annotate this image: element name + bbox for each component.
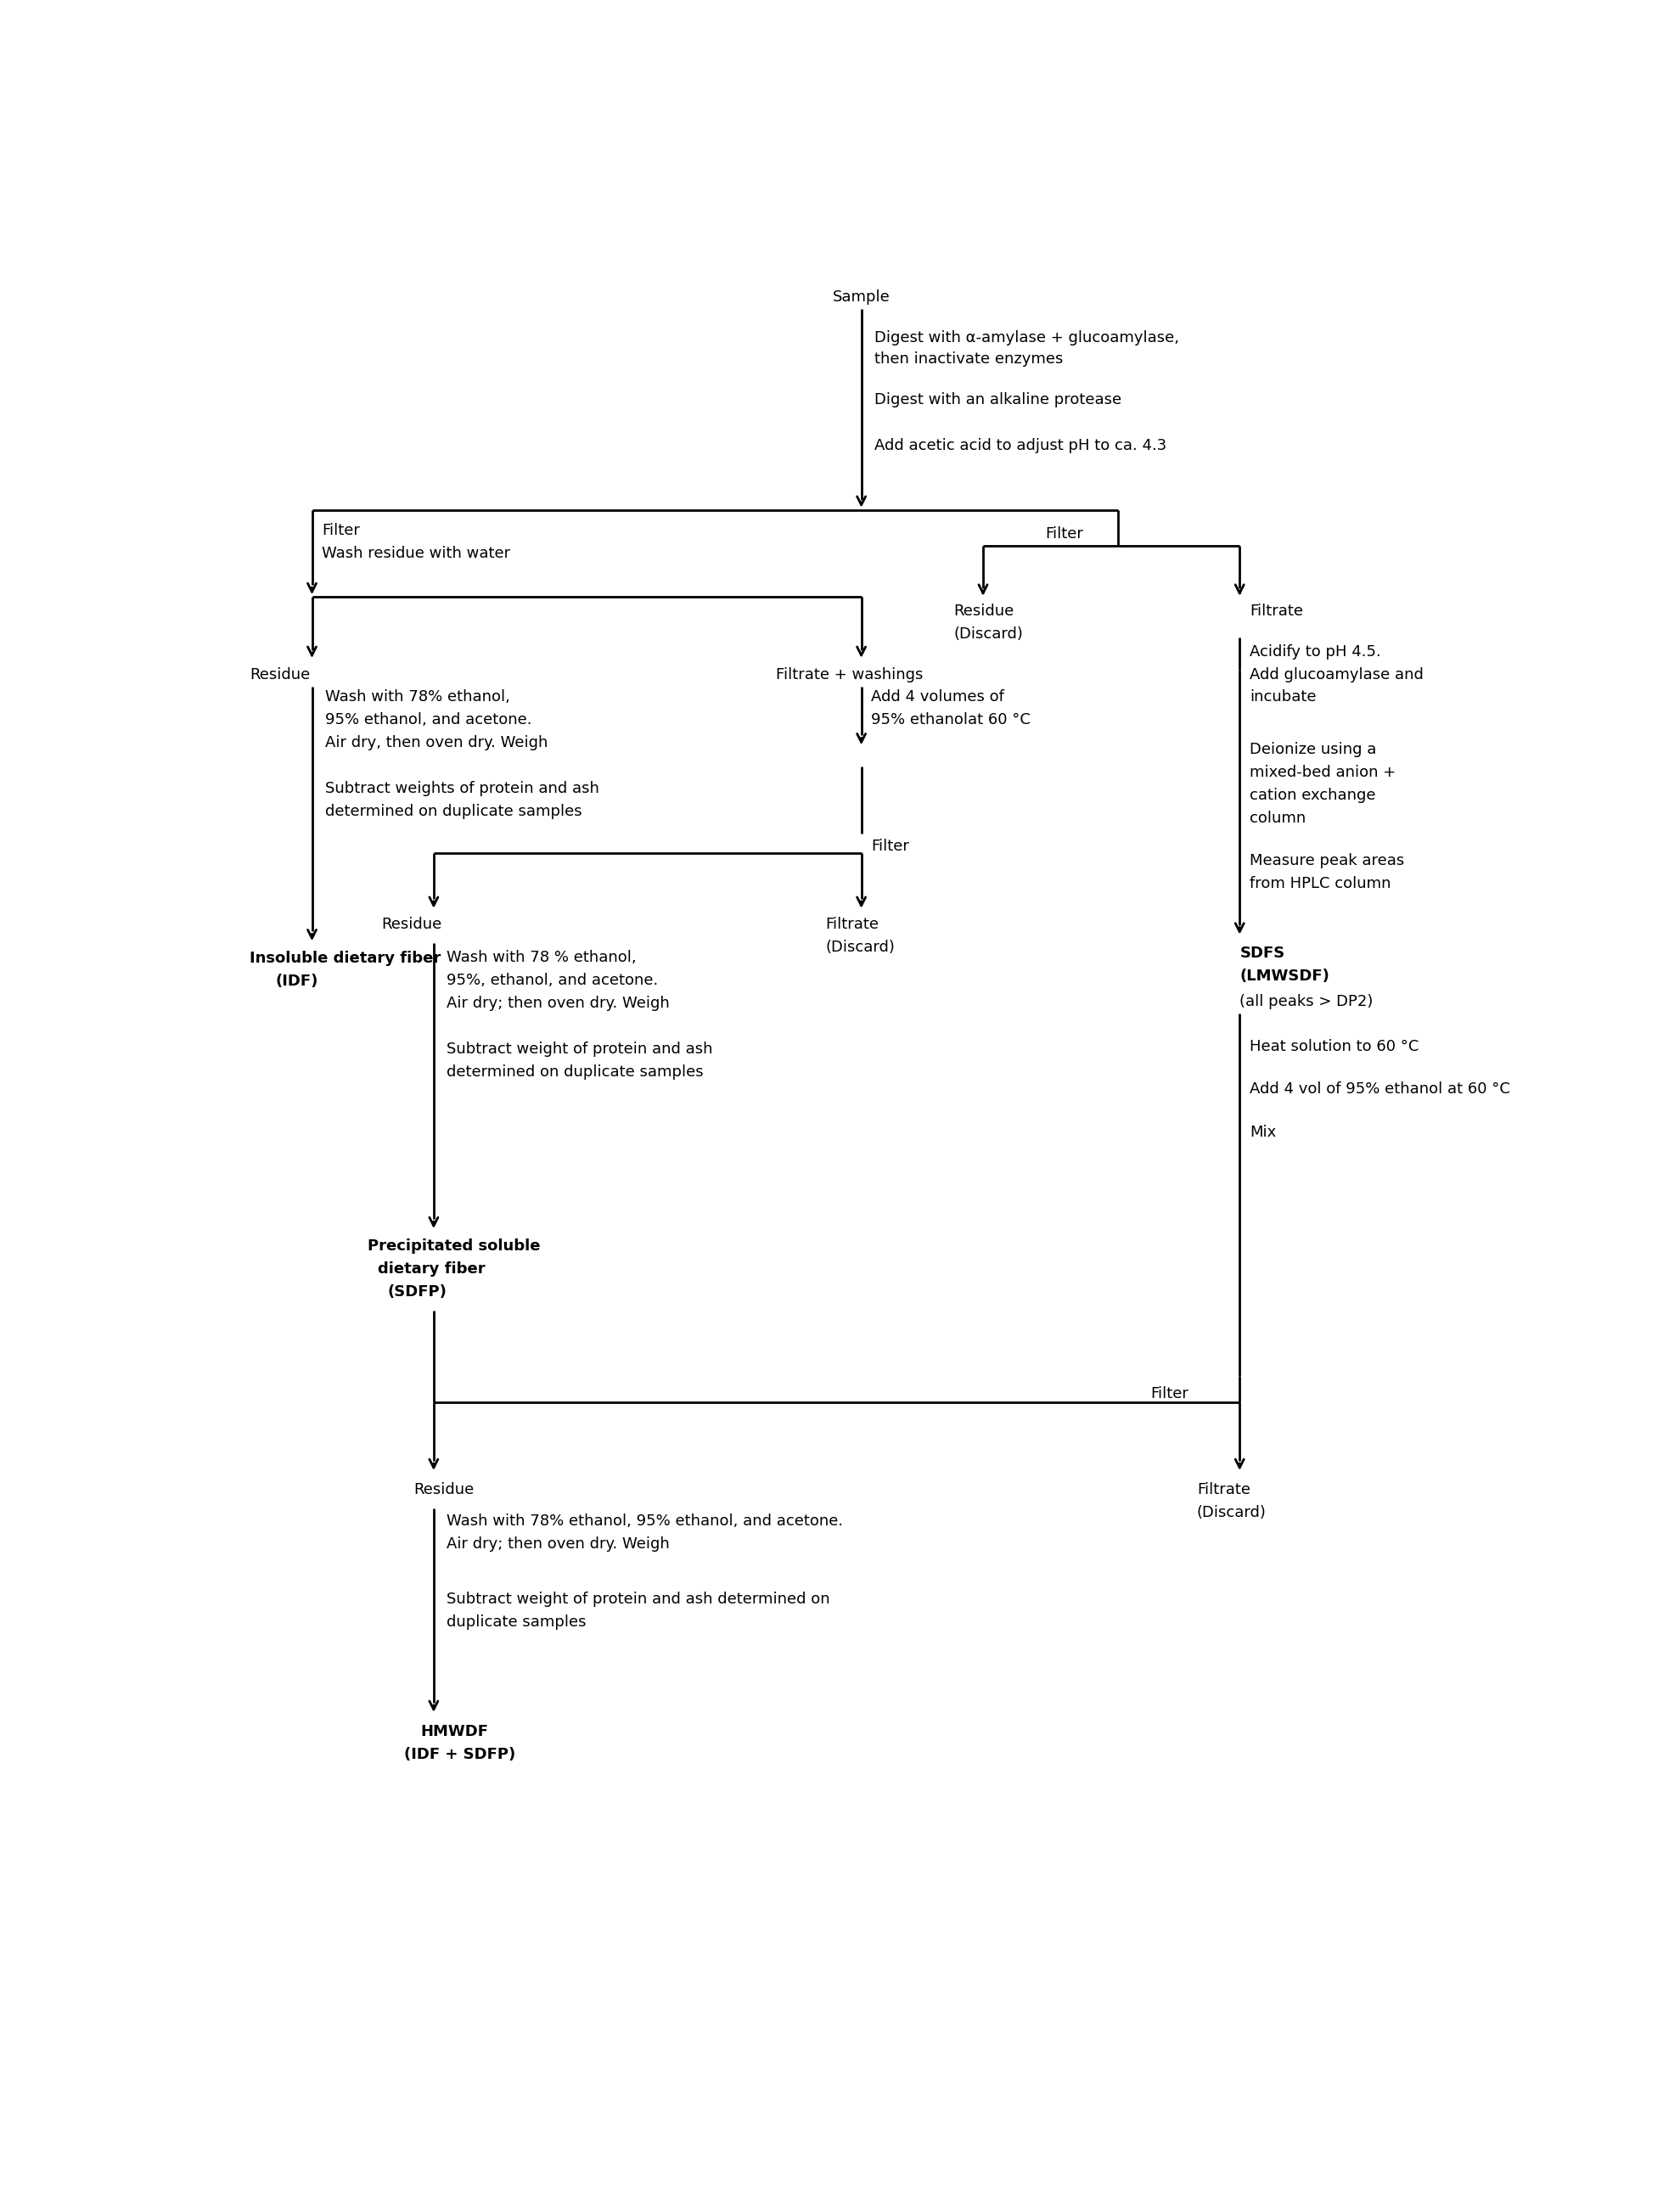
Text: Air dry; then oven dry. Weigh: Air dry; then oven dry. Weigh — [447, 1536, 670, 1552]
Text: Digest with an alkaline protease: Digest with an alkaline protease — [875, 393, 1122, 408]
Text: Filtrate: Filtrate — [825, 918, 879, 931]
Text: incubate: incubate — [1250, 689, 1315, 704]
Text: duplicate samples: duplicate samples — [447, 1616, 586, 1629]
Text: Wash with 78% ethanol, 95% ethanol, and acetone.: Wash with 78% ethanol, 95% ethanol, and … — [447, 1514, 843, 1529]
Text: Add acetic acid to adjust pH to ca. 4.3: Add acetic acid to adjust pH to ca. 4.3 — [875, 437, 1166, 452]
Text: then inactivate enzymes: then inactivate enzymes — [875, 351, 1063, 366]
Text: Filtrate: Filtrate — [1196, 1481, 1250, 1496]
Text: Air dry; then oven dry. Weigh: Air dry; then oven dry. Weigh — [447, 995, 670, 1011]
Text: Insoluble dietary fiber: Insoluble dietary fiber — [249, 951, 440, 967]
Text: from HPLC column: from HPLC column — [1250, 876, 1391, 892]
Text: (IDF + SDFP): (IDF + SDFP) — [405, 1748, 516, 1763]
Text: (IDF): (IDF) — [276, 973, 319, 989]
Text: Residue: Residue — [381, 918, 442, 931]
Text: (all peaks > DP2): (all peaks > DP2) — [1240, 993, 1373, 1009]
Text: Wash with 78 % ethanol,: Wash with 78 % ethanol, — [447, 949, 637, 964]
Text: Wash residue with water: Wash residue with water — [323, 545, 511, 561]
Text: Digest with α-amylase + glucoamylase,: Digest with α-amylase + glucoamylase, — [875, 331, 1179, 346]
Text: (LMWSDF): (LMWSDF) — [1240, 969, 1329, 984]
Text: Add 4 vol of 95% ethanol at 60 °C: Add 4 vol of 95% ethanol at 60 °C — [1250, 1081, 1510, 1097]
Text: Sample: Sample — [833, 289, 890, 305]
Text: Filter: Filter — [1151, 1386, 1189, 1401]
Text: 95% ethanolat 60 °C: 95% ethanolat 60 °C — [872, 713, 1032, 728]
Text: Add glucoamylase and: Add glucoamylase and — [1250, 667, 1423, 682]
Text: Precipitated soluble: Precipitated soluble — [368, 1238, 541, 1254]
Text: Subtract weights of protein and ash: Subtract weights of protein and ash — [326, 781, 600, 797]
Text: HMWDF: HMWDF — [420, 1724, 489, 1739]
Text: 95%, ethanol, and acetone.: 95%, ethanol, and acetone. — [447, 973, 659, 989]
Text: Mix: Mix — [1250, 1123, 1277, 1139]
Text: determined on duplicate samples: determined on duplicate samples — [447, 1064, 704, 1079]
Text: Acidify to pH 4.5.: Acidify to pH 4.5. — [1250, 644, 1381, 660]
Text: Filter: Filter — [872, 839, 909, 854]
Text: Filtrate + washings: Filtrate + washings — [776, 667, 922, 682]
Text: (Discard): (Discard) — [825, 940, 895, 956]
Text: (Discard): (Discard) — [954, 627, 1023, 642]
Text: Filter: Filter — [323, 523, 360, 539]
Text: Add 4 volumes of: Add 4 volumes of — [872, 689, 1005, 704]
Text: mixed-bed anion +: mixed-bed anion + — [1250, 766, 1396, 779]
Text: dietary fiber: dietary fiber — [378, 1262, 486, 1278]
Text: Filter: Filter — [1045, 525, 1084, 541]
Text: Deionize using a: Deionize using a — [1250, 742, 1376, 757]
Text: (SDFP): (SDFP) — [388, 1284, 447, 1300]
Text: Residue: Residue — [954, 603, 1015, 618]
Text: SDFS: SDFS — [1240, 947, 1285, 962]
Text: Filtrate: Filtrate — [1250, 603, 1304, 618]
Text: Residue: Residue — [413, 1481, 474, 1496]
Text: 95% ethanol, and acetone.: 95% ethanol, and acetone. — [326, 713, 533, 728]
Text: Residue: Residue — [249, 667, 309, 682]
Text: determined on duplicate samples: determined on duplicate samples — [326, 803, 581, 819]
Text: cation exchange: cation exchange — [1250, 788, 1376, 803]
Text: Subtract weight of protein and ash determined on: Subtract weight of protein and ash deter… — [447, 1591, 830, 1607]
Text: (Discard): (Discard) — [1196, 1505, 1267, 1521]
Text: Wash with 78% ethanol,: Wash with 78% ethanol, — [326, 689, 511, 704]
Text: Air dry, then oven dry. Weigh: Air dry, then oven dry. Weigh — [326, 735, 548, 750]
Text: Measure peak areas: Measure peak areas — [1250, 854, 1404, 867]
Text: column: column — [1250, 810, 1305, 825]
Text: Heat solution to 60 °C: Heat solution to 60 °C — [1250, 1039, 1418, 1055]
Text: Subtract weight of protein and ash: Subtract weight of protein and ash — [447, 1042, 712, 1057]
